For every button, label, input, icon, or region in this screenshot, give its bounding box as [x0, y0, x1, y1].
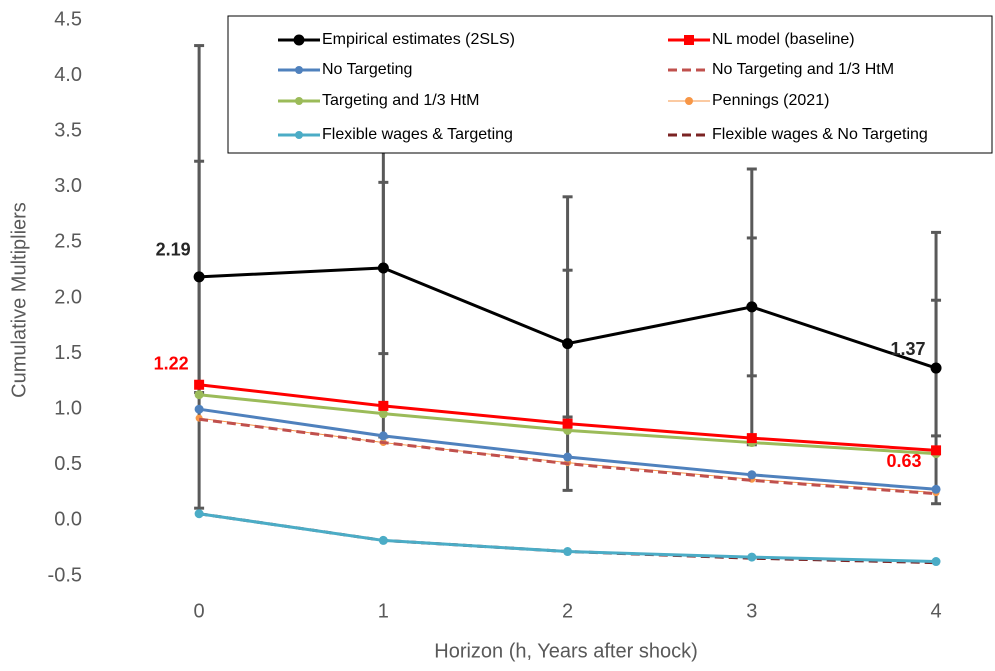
y-tick-label: 3.0 [54, 175, 82, 197]
legend-label: NL model (baseline) [712, 31, 855, 48]
marker [563, 547, 573, 557]
y-tick-label: 2.5 [54, 231, 82, 253]
data-label: 1.37 [891, 339, 926, 359]
y-tick-label: 3.5 [54, 119, 82, 141]
marker [378, 535, 388, 545]
y-tick-label: 4.0 [54, 64, 82, 86]
y-tick-label: 2.0 [54, 286, 82, 308]
x-tick-label: 1 [378, 600, 389, 622]
data-label: 1.22 [154, 353, 189, 373]
marker [194, 404, 204, 414]
x-tick-label: 4 [930, 600, 941, 622]
marker [193, 271, 205, 283]
y-tick-label: 0.5 [54, 453, 82, 475]
legend-label: No Targeting [322, 61, 412, 78]
legend-marker [684, 35, 694, 45]
legend-box [227, 15, 993, 154]
marker [747, 552, 757, 562]
x-axis-title: Horizon (h, Years after shock) [434, 640, 697, 662]
y-tick-label: -0.5 [48, 564, 82, 586]
legend-marker [295, 97, 303, 105]
marker [746, 433, 757, 444]
marker [746, 301, 758, 313]
x-tick-label: 2 [562, 600, 573, 622]
data-label: 0.63 [887, 451, 922, 471]
legend-label: No Targeting and 1/3 HtM [712, 61, 894, 78]
marker [194, 379, 205, 390]
marker [562, 338, 574, 350]
legend-label: Empirical estimates (2SLS) [322, 31, 515, 48]
marker [931, 557, 941, 567]
marker [377, 262, 389, 274]
marker [931, 484, 941, 494]
marker [747, 470, 757, 480]
data-label: 2.19 [156, 240, 191, 260]
marker [194, 390, 204, 400]
legend-marker [295, 131, 303, 139]
legend-label: Flexible wages & No Targeting [712, 126, 928, 143]
legend-marker [293, 34, 305, 46]
y-tick-label: 1.0 [54, 397, 82, 419]
y-axis-title: Cumulative Multipliers [8, 202, 30, 398]
legend-label: Flexible wages & Targeting [322, 126, 513, 143]
marker [931, 445, 942, 456]
marker [562, 418, 573, 429]
marker [930, 362, 942, 374]
legend-label: Targeting and 1/3 HtM [322, 92, 479, 109]
marker [378, 409, 388, 419]
marker [378, 431, 388, 441]
x-tick-label: 0 [194, 600, 205, 622]
legend-marker [295, 66, 303, 74]
y-tick-label: 4.5 [54, 8, 82, 30]
y-tick-label: 1.5 [54, 342, 82, 364]
x-tick-label: 3 [746, 600, 757, 622]
series-line [198, 417, 937, 496]
y-tick-label: 0.0 [54, 509, 82, 531]
legend-label: Pennings (2021) [712, 92, 829, 109]
marker [563, 452, 573, 462]
marker [378, 400, 389, 411]
legend-marker [685, 97, 693, 105]
marker [194, 509, 204, 519]
